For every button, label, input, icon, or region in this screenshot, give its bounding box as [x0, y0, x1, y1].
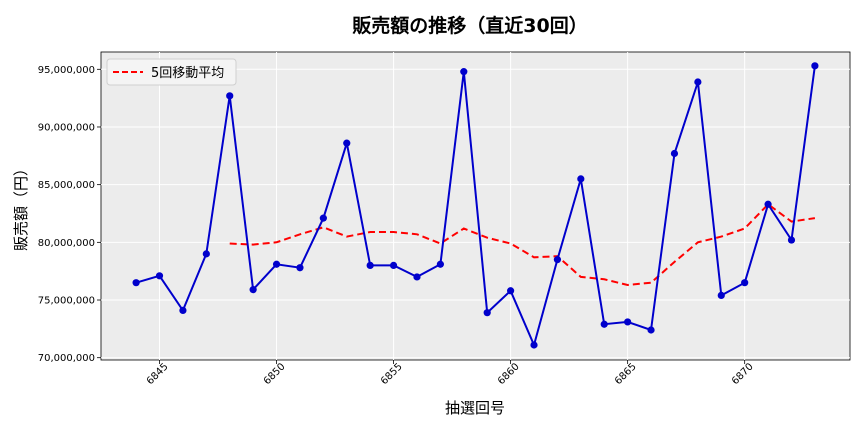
x-tick-label: 6855	[379, 361, 405, 387]
x-tick-label: 6860	[496, 361, 522, 387]
y-tick-label: 75,000,000	[38, 296, 95, 307]
sales-point	[202, 250, 210, 258]
sales-point	[460, 68, 468, 76]
sales-point	[319, 214, 327, 222]
sales-point	[343, 139, 351, 147]
sales-point	[764, 200, 772, 208]
sales-point	[577, 175, 585, 183]
x-tick-label: 6870	[730, 361, 756, 387]
sales-point	[389, 261, 398, 270]
y-tick-label: 80,000,000	[38, 238, 95, 249]
sales-point	[694, 78, 702, 86]
sales-point	[272, 260, 281, 268]
sales-point	[226, 92, 234, 100]
sales-point	[507, 287, 515, 295]
sales-point	[600, 320, 608, 328]
sales-point	[483, 309, 491, 317]
sales-point	[179, 306, 187, 314]
sales-point	[413, 273, 421, 281]
y-tick-label: 70,000,000	[38, 353, 95, 364]
x-tick-label: 6845	[145, 361, 171, 387]
sales-point	[155, 272, 164, 280]
y-tick-label: 95,000,000	[38, 65, 95, 76]
sales-point	[741, 279, 749, 287]
y-tick-label: 90,000,000	[38, 122, 95, 133]
plot-area	[100, 51, 851, 361]
series-layer	[132, 62, 819, 349]
sales-point	[436, 260, 444, 268]
sales-point	[717, 291, 725, 300]
legend-label-moving-average: 5回移動平均	[151, 66, 224, 81]
legend: 5回移動平均	[106, 58, 237, 86]
y-tick-label: 85,000,000	[38, 180, 95, 191]
x-axis-ticks: 6845 6850 6855 6860 6865 6870	[145, 360, 756, 387]
sales-point	[670, 149, 679, 158]
sales-point	[647, 326, 655, 334]
sales-point	[811, 62, 819, 70]
sales-point	[624, 318, 632, 326]
x-axis-label: 抽選回号	[445, 399, 505, 417]
x-tick-label: 6850	[262, 361, 288, 387]
legend-box	[106, 58, 237, 86]
sales-point	[787, 236, 796, 244]
moving-average-line	[229, 202, 816, 287]
x-tick-label: 6865	[613, 361, 639, 387]
sales-line	[135, 65, 816, 349]
chart-title: 販売額の推移（直近30回）	[352, 14, 587, 37]
sales-point	[132, 279, 140, 287]
sales-point	[296, 264, 304, 272]
sales-point	[249, 286, 257, 294]
y-axis-label: 販売額（円）	[12, 161, 30, 251]
sales-point	[530, 341, 538, 349]
y-axis-ticks: 70,000,000 75,000,000 80,000,000 85,000,000…	[38, 65, 101, 364]
sales-point	[366, 261, 374, 270]
sales-point	[553, 256, 562, 264]
